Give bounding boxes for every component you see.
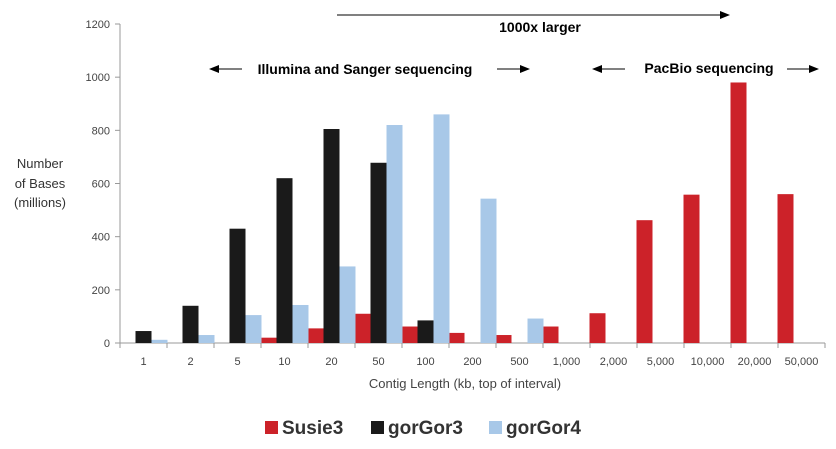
pacbio-arrow-left-head xyxy=(592,65,602,73)
x-tick-label: 2,000 xyxy=(600,356,628,368)
pacbio-annotation: PacBio sequencing xyxy=(644,60,773,76)
bars xyxy=(135,82,794,344)
bar-susie3 xyxy=(401,326,418,343)
y-tick-label: 600 xyxy=(92,179,110,191)
x-tick-label: 1 xyxy=(140,356,146,368)
top-annotation: 1000x larger xyxy=(499,19,581,35)
illumina-annotation: Illumina and Sanger sequencing xyxy=(258,61,473,77)
y-axis-label-line3: (millions) xyxy=(14,195,66,210)
y-tick-label: 800 xyxy=(92,125,110,137)
legend-swatch-gorgor4 xyxy=(489,421,502,434)
y-tick-label: 1200 xyxy=(86,19,110,31)
bar-gorgor4 xyxy=(245,315,262,343)
legend-swatch-gorgor3 xyxy=(371,421,384,434)
bar-gorgor4 xyxy=(198,335,215,343)
x-tick-label: 20,000 xyxy=(738,356,772,368)
y-tick-label: 0 xyxy=(104,338,110,350)
bar-susie3 xyxy=(589,313,606,343)
x-tick-label: 500 xyxy=(510,356,528,368)
bar-gorgor4 xyxy=(292,304,309,343)
legend-label-gorgor3: gorGor3 xyxy=(388,418,463,439)
bar-gorgor3 xyxy=(135,331,152,343)
bar-gorgor4 xyxy=(339,266,356,343)
bar-gorgor4 xyxy=(151,339,168,343)
bar-gorgor4 xyxy=(433,114,450,343)
bar-gorgor4 xyxy=(527,318,544,343)
y-axis-label-line1: Number xyxy=(17,156,64,171)
bar-gorgor3 xyxy=(276,178,293,343)
pacbio-arrow-right-head xyxy=(809,65,819,73)
x-tick-label: 10,000 xyxy=(691,356,725,368)
x-tick-label: 5 xyxy=(234,356,240,368)
x-axis-label: Contig Length (kb, top of interval) xyxy=(369,376,561,391)
illumina-arrow-right-head xyxy=(520,65,530,73)
bar-susie3 xyxy=(730,82,747,343)
x-tick-label: 50,000 xyxy=(785,356,819,368)
bar-gorgor3 xyxy=(182,305,199,343)
x-tick-label: 200 xyxy=(463,356,481,368)
bar-susie3 xyxy=(636,220,653,343)
x-tick-label: 1,000 xyxy=(553,356,581,368)
bar-gorgor3 xyxy=(370,162,387,343)
bar-susie3 xyxy=(260,337,277,343)
legend-label-susie3: Susie3 xyxy=(282,418,343,439)
x-tick-label: 2 xyxy=(187,356,193,368)
bar-gorgor3 xyxy=(417,320,434,343)
bar-gorgor4 xyxy=(386,125,403,344)
bar-susie3 xyxy=(354,313,371,343)
y-tick-label: 1000 xyxy=(86,72,110,84)
top-arrow-head xyxy=(720,11,730,19)
x-tick-label: 100 xyxy=(416,356,434,368)
bar-susie3 xyxy=(542,326,559,343)
bar-susie3 xyxy=(495,335,512,343)
y-tick-label: 200 xyxy=(92,285,110,297)
bar-gorgor4 xyxy=(480,198,497,343)
x-tick-label: 5,000 xyxy=(647,356,675,368)
bar-susie3 xyxy=(683,194,700,343)
illumina-arrow-left-head xyxy=(209,65,219,73)
y-tick-label: 400 xyxy=(92,232,110,244)
legend-label-gorgor4: gorGor4 xyxy=(506,418,581,439)
x-tick-label: 50 xyxy=(372,356,384,368)
tick-labels: 0 200 400 600 800 1000 1200 1 2 5 10 20 50 100 200 500 1… xyxy=(86,19,819,368)
x-tick-label: 20 xyxy=(325,356,337,368)
bar-susie3 xyxy=(448,332,465,343)
legend-swatch-susie3 xyxy=(265,421,278,434)
bar-susie3 xyxy=(777,194,794,343)
x-tick-label: 10 xyxy=(278,356,290,368)
bar-gorgor3 xyxy=(229,228,246,343)
bar-gorgor3 xyxy=(323,129,340,343)
legend: Susie3 gorGor3 gorGor4 xyxy=(265,418,581,439)
y-axis-label-line2: of Bases xyxy=(15,176,66,191)
bar-susie3 xyxy=(307,328,324,343)
